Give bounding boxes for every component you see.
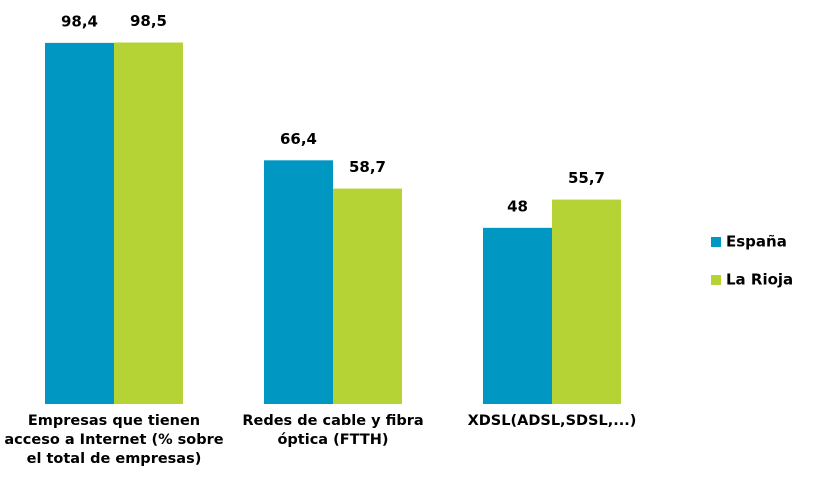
value-label: 55,7 — [568, 169, 605, 187]
legend-swatch — [711, 237, 721, 247]
x-tick-label: XDSL(ADSL,SDSL,...) — [467, 413, 637, 429]
legend-label: La Rioja — [726, 271, 793, 289]
value-label: 48 — [507, 197, 528, 215]
x-tick-label: Redes de cable y fibra óptica (FTTH) — [242, 413, 424, 448]
value-label: 58,7 — [349, 158, 386, 176]
value-label: 66,4 — [280, 130, 317, 148]
bar — [483, 227, 552, 404]
legend-swatch — [711, 275, 721, 285]
value-label: 98,5 — [130, 12, 167, 30]
bar — [333, 188, 402, 404]
value-label: 98,4 — [61, 12, 98, 30]
bar — [45, 42, 114, 404]
x-tick-label: Empresas que tienen acceso a Internet (%… — [4, 413, 224, 467]
bar — [114, 42, 183, 404]
legend-label: España — [726, 233, 787, 251]
bar — [264, 160, 333, 404]
bar — [552, 199, 621, 404]
